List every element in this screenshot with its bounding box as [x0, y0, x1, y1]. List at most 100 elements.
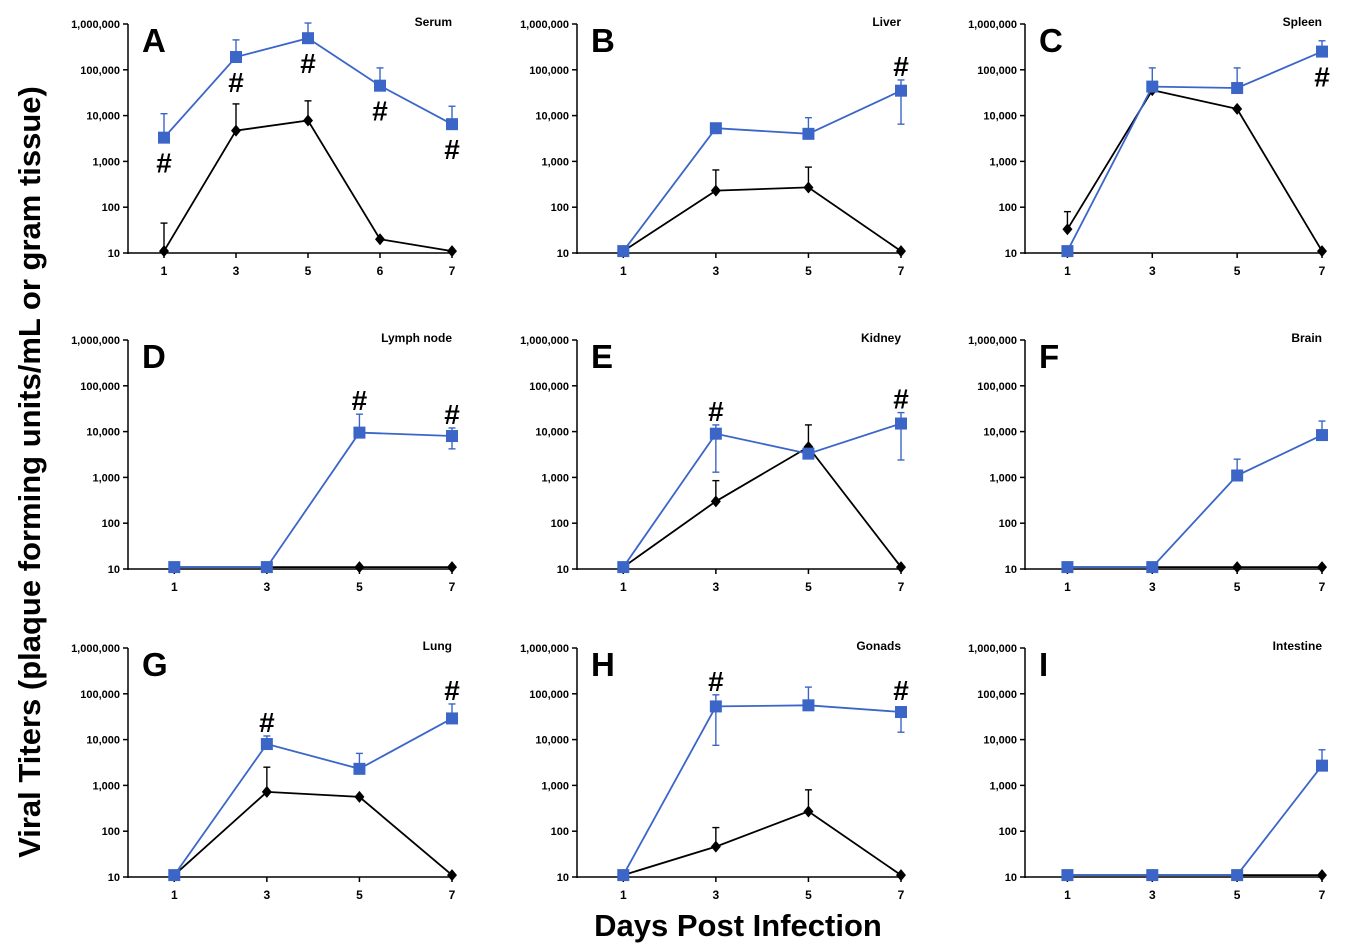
- x-tick-label: 6: [377, 264, 384, 278]
- x-tick-label: 3: [713, 888, 720, 902]
- data-point: [447, 245, 457, 258]
- data-point: [1146, 561, 1159, 574]
- data-point: [303, 114, 313, 127]
- panel-letter: A: [142, 22, 166, 59]
- data-point: [1231, 469, 1244, 482]
- series-black: [618, 424, 906, 574]
- series-line: [1066, 89, 1323, 252]
- y-tick-label: 10,000: [535, 111, 569, 123]
- x-tick-label: 3: [233, 264, 240, 278]
- panel-title: Spleen: [1283, 15, 1322, 29]
- y-tick-label: 100,000: [977, 689, 1017, 701]
- data-point: [802, 127, 815, 140]
- data-point: [803, 181, 814, 194]
- data-point: [168, 869, 181, 882]
- x-tick-label: 5: [805, 888, 812, 902]
- panel-letter: E: [591, 338, 613, 375]
- x-tick-label: 1: [171, 888, 178, 902]
- x-tick-label: 1: [161, 264, 168, 278]
- data-point: [261, 785, 272, 798]
- x-tick-label: 7: [449, 580, 456, 594]
- significance-marker: #: [708, 666, 724, 697]
- y-tick-label: 1,000: [989, 156, 1017, 168]
- data-point: [1316, 759, 1328, 772]
- series-line: [622, 89, 902, 252]
- significance-marker: #: [228, 67, 244, 98]
- data-point: [709, 427, 722, 440]
- y-tick-label: 1,000: [541, 156, 569, 168]
- x-tick-label: 3: [1149, 264, 1156, 278]
- series-black: [618, 789, 906, 882]
- series-line: [173, 790, 453, 876]
- data-point: [1316, 45, 1328, 58]
- series-black: [169, 766, 457, 882]
- data-point: [446, 118, 458, 131]
- panel-title: Serum: [415, 15, 452, 29]
- panel-title: Gonads: [856, 639, 901, 653]
- data-point: [375, 233, 385, 246]
- y-tick-label: 10,000: [535, 735, 569, 747]
- significance-marker: #: [300, 48, 316, 79]
- data-point: [1232, 561, 1243, 574]
- x-tick-label: 3: [713, 264, 720, 278]
- y-tick-label: 10,000: [86, 111, 120, 123]
- panel-B: 10 100 1,000 10,000 100,000 1,000,000 1 3 5 7 B Liv…: [520, 15, 909, 278]
- x-tick-label: 3: [264, 580, 271, 594]
- y-tick-label: 10: [1005, 248, 1017, 260]
- data-point: [710, 840, 721, 853]
- data-point: [302, 32, 314, 45]
- x-tick-label: 1: [1064, 888, 1071, 902]
- data-point: [1316, 429, 1328, 442]
- y-tick-label: 10,000: [983, 735, 1017, 747]
- series-blue: [617, 79, 907, 258]
- y-tick-label: 10: [108, 872, 120, 884]
- panel-F: 10 100 1,000 10,000 100,000 1,000,000 1 3 5 7 F Bra…: [968, 331, 1328, 594]
- panel-letter: H: [591, 646, 615, 683]
- data-point: [446, 712, 458, 725]
- y-tick-label: 1,000,000: [71, 335, 120, 347]
- series-line: [1067, 765, 1323, 876]
- data-point: [354, 790, 365, 803]
- x-tick-label: 5: [1234, 264, 1241, 278]
- y-tick-label: 1,000: [541, 780, 569, 792]
- y-tick-label: 100,000: [977, 381, 1017, 393]
- y-tick-label: 10: [557, 872, 569, 884]
- panel-title: Lung: [423, 639, 452, 653]
- x-tick-label: 3: [713, 580, 720, 594]
- series-line: [173, 717, 453, 876]
- y-tick-label: 10,000: [535, 427, 569, 439]
- x-tick-label: 1: [1064, 264, 1071, 278]
- y-tick-label: 100: [102, 826, 120, 838]
- data-point: [353, 762, 366, 775]
- series-line: [163, 119, 453, 252]
- data-point: [802, 699, 815, 712]
- series-line: [622, 704, 902, 876]
- x-tick-label: 7: [898, 888, 905, 902]
- y-tick-label: 10: [1005, 564, 1017, 576]
- panel-title: Lymph node: [381, 331, 452, 345]
- y-tick-label: 1,000,000: [520, 335, 569, 347]
- panel-A: 10 100 1,000 10,000 100,000 1,000,000 1 3 5 6 7 A Se…: [71, 15, 460, 278]
- panel-H: 10 100 1,000 10,000 100,000 1,000,000 1 3 5 7 H Gon…: [520, 639, 909, 902]
- data-point: [1231, 869, 1244, 882]
- significance-marker: #: [444, 134, 460, 165]
- y-tick-label: 100: [102, 518, 120, 530]
- y-tick-label: 1,000: [92, 156, 120, 168]
- y-tick-label: 10: [108, 564, 120, 576]
- significance-marker: #: [156, 148, 172, 179]
- x-tick-label: 1: [620, 264, 627, 278]
- y-tick-label: 100,000: [80, 381, 120, 393]
- data-point: [802, 447, 815, 460]
- panel-letter: D: [142, 338, 166, 375]
- panel-title: Liver: [872, 15, 901, 29]
- series-line: [1066, 50, 1323, 252]
- y-tick-label: 100,000: [80, 689, 120, 701]
- x-tick-label: 1: [620, 580, 627, 594]
- y-tick-label: 1,000: [541, 472, 569, 484]
- significance-marker: #: [893, 675, 909, 706]
- y-tick-label: 10,000: [983, 427, 1017, 439]
- data-point: [260, 561, 273, 574]
- data-point: [710, 495, 721, 508]
- data-point: [159, 245, 169, 258]
